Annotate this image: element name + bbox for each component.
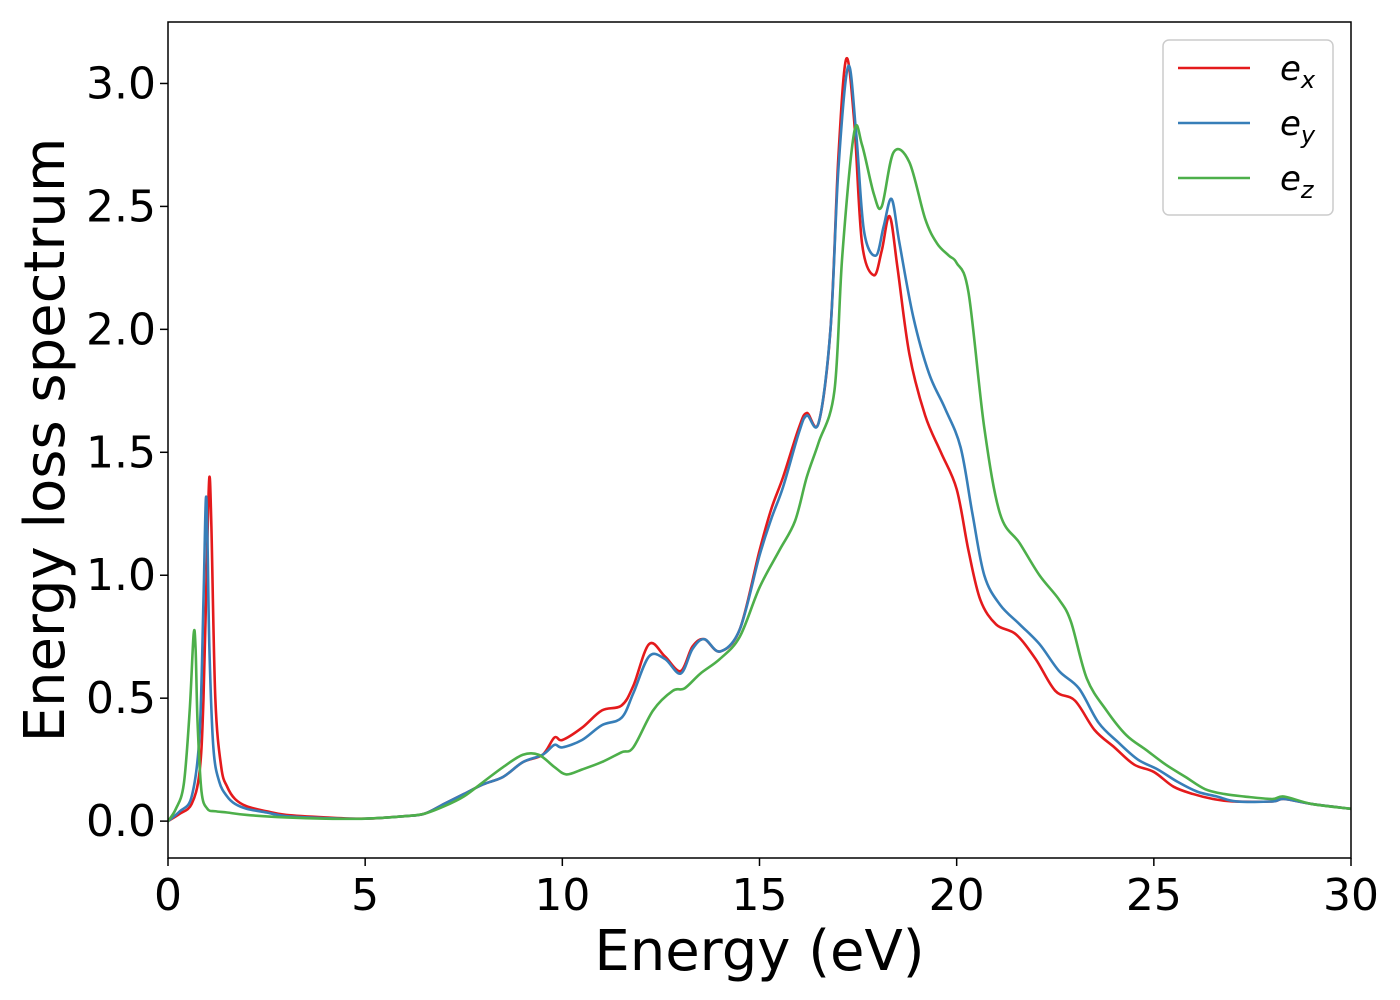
y-tick-label: 3.0 bbox=[86, 58, 156, 109]
y-tick-label: 2.0 bbox=[86, 304, 156, 355]
y-tick-label: 1.5 bbox=[86, 427, 156, 478]
x-tick-label: 5 bbox=[351, 870, 379, 921]
x-tick-label: 15 bbox=[732, 870, 788, 921]
y-tick-label: 0.5 bbox=[86, 673, 156, 724]
legend-label-base: e bbox=[1280, 104, 1301, 144]
legend-label-y: ey bbox=[1280, 104, 1316, 149]
y-tick-label: 0.0 bbox=[86, 796, 156, 847]
legend-label-base: e bbox=[1280, 49, 1301, 89]
x-tick-label: 10 bbox=[534, 870, 590, 921]
series-layer bbox=[168, 57, 1351, 823]
x-axis: 0 5 10 15 20 25 30 bbox=[154, 858, 1379, 921]
legend-label-base: e bbox=[1280, 159, 1301, 199]
x-tick-label: 0 bbox=[154, 870, 182, 921]
x-tick-label: 20 bbox=[929, 870, 985, 921]
y-tick-label: 1.0 bbox=[86, 550, 156, 601]
legend-box bbox=[1162, 39, 1334, 216]
y-tick-label: 2.5 bbox=[86, 181, 156, 232]
series-line-y bbox=[168, 64, 1351, 823]
legend-label-subscript: z bbox=[1300, 176, 1315, 204]
x-tick-label: 30 bbox=[1323, 870, 1379, 921]
legend-label-subscript: x bbox=[1300, 66, 1316, 94]
y-axis-title: Energy loss spectrum bbox=[13, 138, 78, 743]
series-line-z bbox=[168, 124, 1351, 823]
legend-label-x: ex bbox=[1280, 49, 1316, 94]
x-axis-title: Energy (eV) bbox=[594, 919, 924, 984]
y-axis: 0.0 0.5 1.0 1.5 2.0 2.5 3.0 bbox=[86, 58, 168, 847]
legend-label-subscript: y bbox=[1300, 121, 1316, 149]
legend-label-z: ez bbox=[1280, 159, 1315, 204]
x-tick-label: 25 bbox=[1126, 870, 1182, 921]
